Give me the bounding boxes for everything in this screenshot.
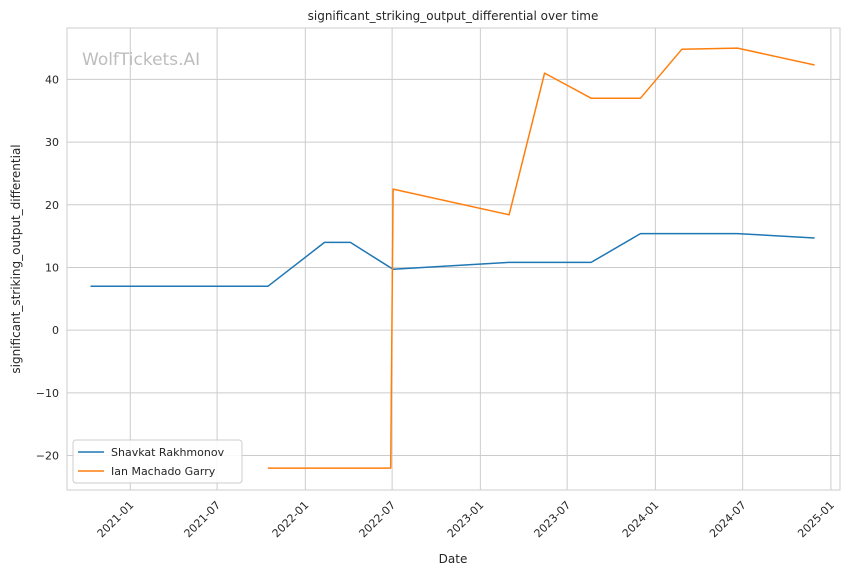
watermark-text: WolfTickets.AI <box>82 50 200 70</box>
y-tick-label: 0 <box>52 324 59 337</box>
series-layer <box>90 47 815 469</box>
series-line-ian-machado-garry <box>267 47 815 469</box>
plot-area <box>67 28 840 490</box>
y-tick-label: 30 <box>45 136 59 149</box>
y-tick-label: 40 <box>45 73 59 86</box>
y-tick-label: −10 <box>36 387 59 400</box>
y-tick-label: 20 <box>45 199 59 212</box>
x-axis-title: Date <box>439 552 468 566</box>
legend-label-ian-machado-garry: Ian Machado Garry <box>111 465 216 478</box>
grid-lines <box>67 28 840 490</box>
y-tick-label: 10 <box>45 261 59 274</box>
y-tick-labels: −20 −10 0 10 20 30 40 <box>36 73 59 462</box>
legend-label-shavkat-rakhmonov: Shavkat Rakhmonov <box>111 446 225 459</box>
series-line-shavkat-rakhmonov <box>90 232 815 288</box>
y-tick-label: −20 <box>36 450 59 463</box>
y-axis-title: significant_striking_output_differential <box>9 144 23 373</box>
legend-box <box>72 439 243 484</box>
plot-frame <box>66 27 841 491</box>
legend: Shavkat Rakhmonov Ian Machado Garry <box>72 439 243 484</box>
chart-title: significant_striking_output_differential… <box>308 9 599 23</box>
